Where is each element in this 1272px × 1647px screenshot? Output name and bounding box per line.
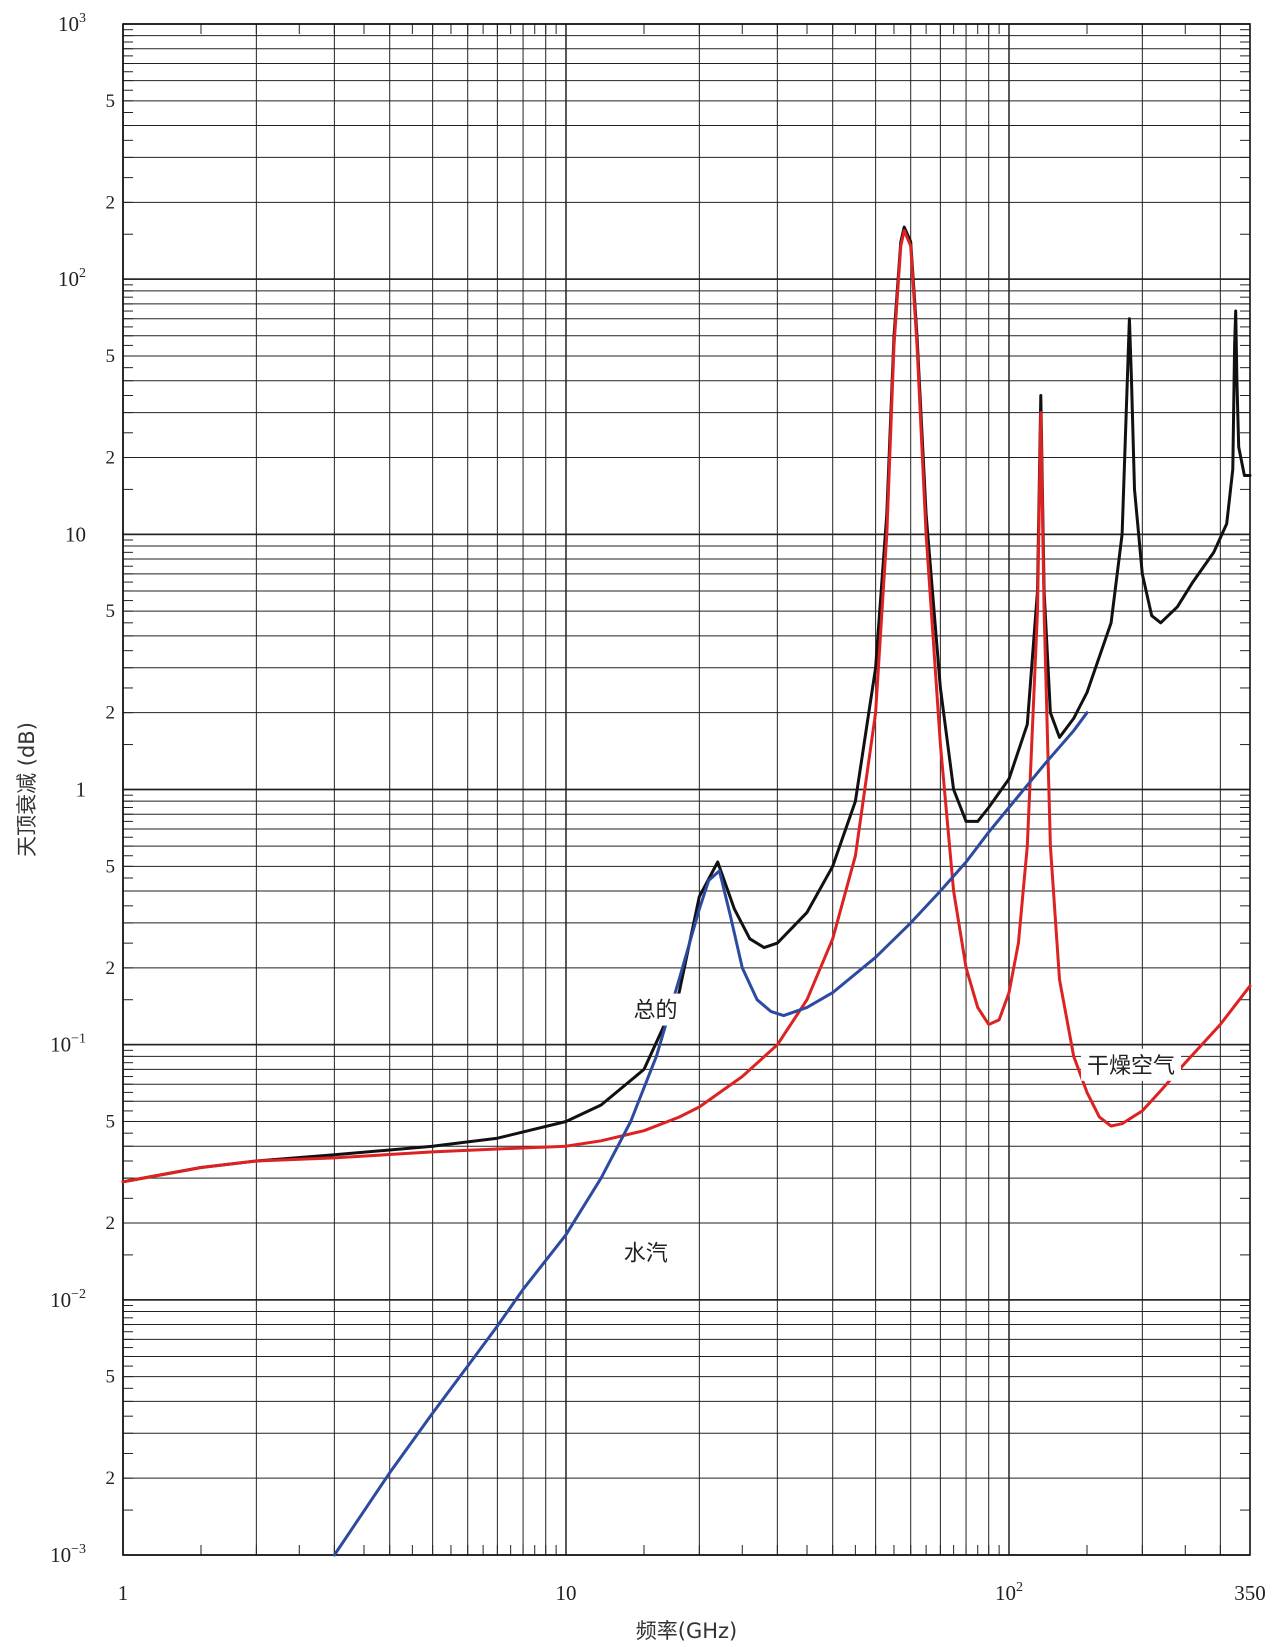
y-minor-label: 5 [106, 1367, 116, 1388]
series-annotation: 水汽 [624, 1242, 668, 1267]
x-axis-title: 频率(GHz) [636, 1619, 737, 1643]
y-tick-label: 102 [58, 266, 86, 291]
series-line [332, 711, 1089, 1557]
series-line [121, 225, 1252, 1184]
y-minor-label: 2 [106, 958, 116, 979]
plot-frame [122, 23, 1251, 1556]
series-annotation: 总的 [633, 999, 677, 1024]
annotation-bg [627, 993, 684, 1026]
tick-marks [122, 24, 1251, 1556]
y-minor-label: 2 [106, 1468, 116, 1489]
y-tick-label: 10−3 [50, 1542, 86, 1567]
series-line [121, 229, 1252, 1184]
x-tick-label: 10 [555, 1581, 576, 1605]
series-annotation: 干燥空气 [1087, 1054, 1175, 1079]
y-tick-label: 10−2 [50, 1287, 86, 1312]
y-minor-label: 5 [106, 346, 116, 367]
y-minor-label: 2 [106, 1213, 116, 1234]
y-tick-label: 1 [76, 778, 87, 802]
series-lines [121, 225, 1252, 1557]
y-axis-title: 天顶衰减 (dB) [15, 722, 39, 857]
y-minor-label: 5 [106, 601, 116, 622]
y-minor-label: 2 [106, 703, 116, 724]
y-minor-label: 2 [106, 448, 116, 469]
annotation-bg [617, 1236, 674, 1269]
y-tick-label: 10 [65, 522, 86, 546]
y-tick-label: 103 [58, 11, 86, 36]
y-minor-label: 5 [106, 91, 116, 112]
y-minor-label: 2 [106, 192, 116, 213]
x-tick-label: 1 [118, 1581, 129, 1605]
y-minor-label: 5 [106, 856, 116, 877]
y-minor-label: 5 [106, 1111, 116, 1132]
y-tick-label: 10−1 [50, 1032, 86, 1057]
x-tick-label: 350 [1234, 1581, 1266, 1605]
x-tick-label: 102 [995, 1580, 1023, 1605]
annotation-bg [1080, 1048, 1181, 1081]
grid-lines [122, 23, 1250, 1556]
tick-labels: 10−3 10−2 10−1 1 10 102 103 2 5 2 5 2 5 2 5 2 5 2 5 1 10 102 3… [50, 11, 1266, 1605]
